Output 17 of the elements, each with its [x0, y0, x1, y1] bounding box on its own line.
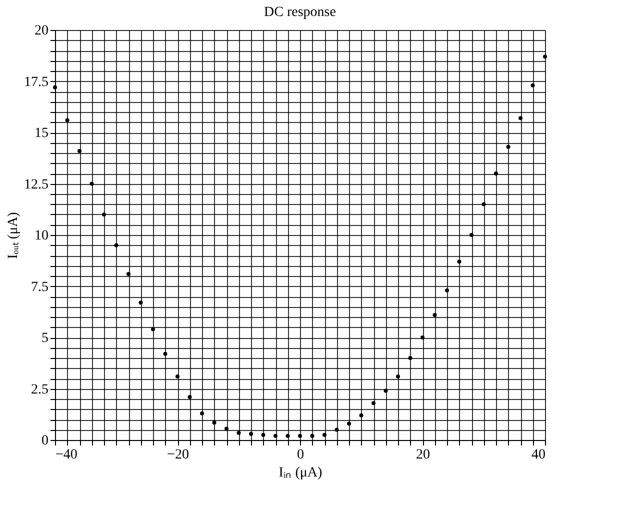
y-tick-label: 2.5	[31, 382, 48, 398]
y-tick-label: 20	[34, 24, 48, 38]
y-tick-label: 12.5	[24, 177, 48, 192]
y-tick-label: 7.5	[31, 280, 48, 295]
y-tick-label: 0	[42, 434, 48, 448]
y-axis-title: Iₒᵤₜ (μA)	[6, 212, 21, 259]
x-axis-title: Iᵢₙ (μA)	[278, 466, 323, 480]
x-tick-label: 0	[297, 448, 304, 462]
chart-title: DC response	[264, 5, 336, 20]
y-tick-label: 17.5	[24, 74, 48, 90]
x-tick-label: −40	[56, 448, 78, 462]
y-tick-label: 5	[42, 331, 48, 346]
x-tick-label: 40	[532, 448, 546, 462]
y-tick-label: 15	[34, 126, 48, 141]
y-tick-label: 10	[34, 228, 48, 244]
x-tick-label: 20	[416, 448, 430, 462]
x-tick-label: −20	[167, 448, 189, 462]
